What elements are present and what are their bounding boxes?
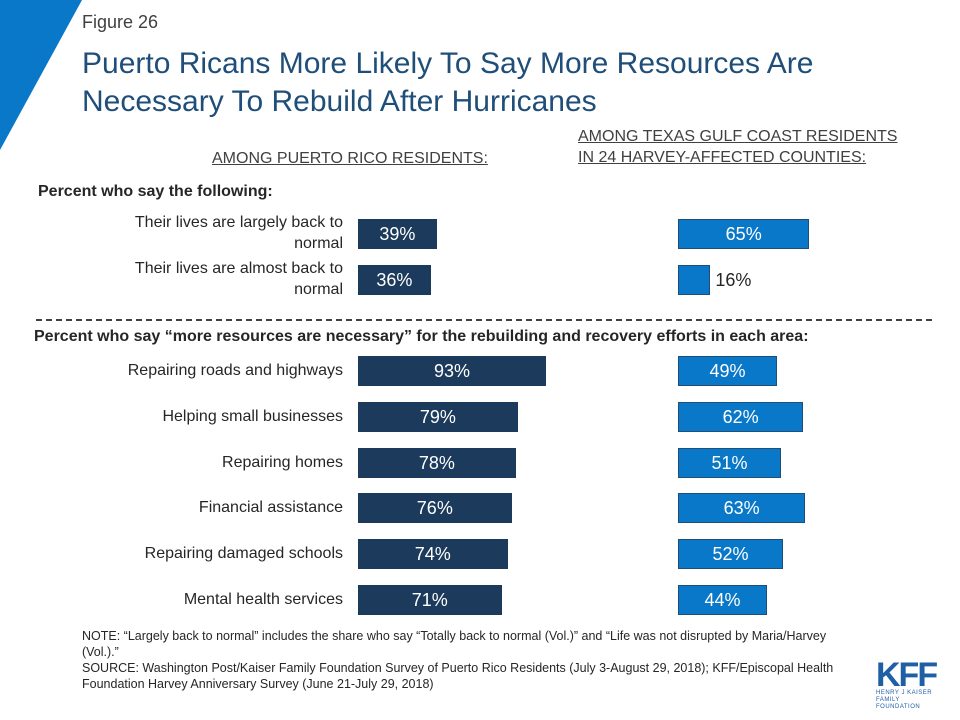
texas-value-label: 63%: [723, 498, 760, 518]
chart-title: Puerto Ricans More Likely To Say More Re…: [82, 47, 814, 118]
texas-column-header-line2: IN 24 HARVEY-AFFECTED COUNTIES:: [578, 149, 867, 166]
texas-bar: [678, 585, 767, 615]
texas-bar: [678, 539, 784, 569]
category-label: Financial assistance: [40, 497, 343, 518]
texas-bar: [678, 356, 778, 386]
texas-bar: [678, 448, 782, 478]
puerto-rico-value-label: 36%: [376, 270, 413, 290]
category-label-line: Financial assistance: [198, 499, 343, 516]
puerto-rico-value-label: 79%: [419, 407, 456, 427]
puerto-rico-value-label: 93%: [433, 361, 471, 381]
texas-bar: [678, 493, 806, 523]
texas-value-label: 49%: [709, 361, 746, 381]
kff-logo-subline-2: FAMILY FOUNDATION: [876, 697, 921, 710]
puerto-rico-bar: [358, 585, 502, 615]
texas-value-label: 62%: [722, 407, 759, 427]
note-text: NOTE: “Largely back to normal” includes …: [82, 629, 827, 659]
notes-block: NOTE: “Largely back to normal” includes …: [82, 628, 852, 692]
texas-bar: [678, 402, 804, 432]
category-label-line: Their lives are largely back to: [134, 214, 343, 231]
category-label-line: Repairing homes: [222, 454, 343, 471]
category-label: Repairing damaged schools: [40, 543, 343, 564]
category-label-line: Their lives are almost back to: [134, 260, 343, 277]
kff-logo-subline-1: HENRY J KAISER: [876, 690, 933, 696]
category-label-line: Helping small businesses: [162, 408, 343, 425]
category-label: Repairing roads and highways: [40, 360, 343, 381]
category-label: Helping small businesses: [40, 406, 343, 427]
section-label-more-resources: Percent who say “more resources are nece…: [34, 328, 809, 345]
category-label-line: Mental health services: [183, 591, 343, 608]
texas-value-label: 51%: [711, 453, 748, 473]
puerto-rico-value-label: 71%: [411, 590, 448, 610]
puerto-rico-value-label: 39%: [379, 224, 416, 244]
kff-logo: KFF HENRY J KAISER FAMILY FOUNDATION: [876, 656, 946, 711]
section-label-back-to-normal: Percent who say the following:: [38, 183, 273, 200]
category-label: Mental health services: [40, 589, 343, 610]
texas-value-label: 65%: [725, 224, 762, 244]
texas-column-header-line1: AMONG TEXAS GULF COAST RESIDENTS: [578, 128, 898, 145]
category-label-line: Repairing roads and highways: [127, 362, 343, 379]
category-label: Repairing homes: [40, 452, 343, 473]
texas-value-label: 44%: [704, 590, 741, 610]
puerto-rico-bar: [358, 402, 518, 432]
puerto-rico-value-label: 74%: [414, 544, 451, 564]
kff-logo-mark: KFF: [876, 656, 938, 694]
texas-value-label: 16%: [715, 270, 752, 290]
puerto-rico-value-label: 78%: [418, 453, 455, 473]
puerto-rico-bar: [358, 265, 431, 295]
category-label-line: Repairing damaged schools: [144, 545, 343, 562]
texas-column-header: AMONG TEXAS GULF COAST RESIDENTS IN 24 H…: [578, 126, 897, 168]
puerto-rico-bar: [358, 448, 516, 478]
section-divider: [36, 319, 932, 321]
puerto-rico-bar: [358, 539, 508, 569]
texas-bar: [678, 265, 711, 295]
puerto-rico-bar: [358, 493, 512, 523]
corner-accent-triangle: [0, 0, 82, 150]
puerto-rico-bar: [358, 219, 437, 249]
texas-bar: [678, 219, 810, 249]
category-label: Their lives are largely back to normal: [40, 212, 343, 254]
category-label-line: normal: [294, 235, 343, 252]
puerto-rico-column-header: AMONG PUERTO RICO RESIDENTS:: [212, 150, 488, 167]
figure-label: Figure 26: [82, 12, 159, 32]
puerto-rico-bar: [358, 356, 546, 386]
puerto-rico-value-label: 76%: [416, 498, 453, 518]
texas-value-label: 52%: [712, 544, 749, 564]
category-label: Their lives are almost back to normal: [40, 258, 343, 300]
category-label-line: normal: [294, 281, 343, 298]
source-text: SOURCE: Washington Post/Kaiser Family Fo…: [82, 661, 834, 691]
